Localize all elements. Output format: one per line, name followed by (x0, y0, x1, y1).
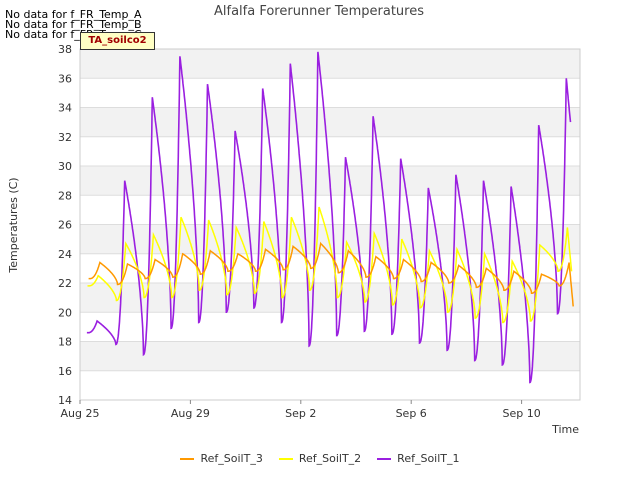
legend-item-Ref_SoilT_1: Ref_SoilT_1 (377, 452, 460, 465)
legend: Ref_SoilT_3 Ref_SoilT_2 Ref_SoilT_1 (0, 452, 640, 465)
plot-background (80, 48, 580, 401)
grid-band (80, 107, 580, 137)
y-tick-label: 24 (58, 248, 72, 261)
y-tick-label: 30 (58, 160, 72, 173)
legend-label: Ref_SoilT_1 (397, 452, 460, 465)
x-tick-label: Sep 10 (502, 407, 540, 420)
series-line-Ref_SoilT_1 (86, 51, 572, 384)
grid-band (80, 136, 580, 166)
x-tick-label: Sep 2 (285, 407, 316, 420)
y-axis-label: Temperatures (C) (7, 177, 20, 273)
legend-label: Ref_SoilT_2 (298, 452, 362, 465)
chart-title: Alfalfa Forerunner Temperatures (214, 4, 424, 19)
legend-swatch (377, 458, 392, 460)
grid-band (80, 253, 580, 283)
legend-item-Ref_SoilT_3: Ref_SoilT_3 (180, 452, 263, 465)
series-line-Ref_SoilT_3 (88, 241, 574, 307)
y-axis: 14 16 18 20 22 24 26 28 30 32 34 36 38 (58, 43, 72, 407)
x-tick-label: Aug 25 (61, 407, 100, 420)
y-tick-label: 16 (58, 365, 72, 378)
y-tick-label: 22 (58, 277, 72, 290)
y-tick-label: 38 (58, 43, 72, 56)
grid-band (80, 283, 580, 313)
no-data-message-b: No data for f_FR_Temp_B (5, 18, 142, 31)
grid-band (80, 312, 580, 342)
grid-band (80, 370, 580, 400)
series-layer (86, 51, 574, 384)
y-tick-label: 36 (58, 72, 72, 85)
y-tick-label: 20 (58, 306, 72, 319)
y-tick-label: 14 (58, 394, 72, 407)
grid-band (80, 195, 580, 225)
series-line-Ref_SoilT_2 (87, 206, 573, 324)
x-tick-label: Aug 29 (171, 407, 210, 420)
grid-band (80, 49, 580, 79)
legend-swatch (180, 458, 195, 460)
y-tick-label: 18 (58, 336, 72, 349)
legend-item-Ref_SoilT_2: Ref_SoilT_2 (278, 452, 362, 465)
grid-band (80, 78, 580, 108)
y-tick-label: 26 (58, 219, 72, 232)
site-badge: TA_soilco2 (80, 32, 155, 50)
x-axis: Aug 25 Aug 29 Sep 2 Sep 6 Sep 10 (61, 400, 541, 420)
y-tick-label: 34 (58, 102, 72, 115)
grid-band (80, 341, 580, 371)
legend-label: Ref_SoilT_3 (200, 452, 263, 465)
no-data-message-a: No data for f_FR_Temp_A (5, 8, 142, 21)
y-tick-label: 32 (58, 131, 72, 144)
plot-frame (79, 48, 581, 401)
legend-swatch (278, 458, 293, 460)
x-tick-label: Sep 6 (396, 407, 427, 420)
y-tick-label: 28 (58, 189, 72, 202)
x-axis-label: Time (551, 423, 579, 436)
